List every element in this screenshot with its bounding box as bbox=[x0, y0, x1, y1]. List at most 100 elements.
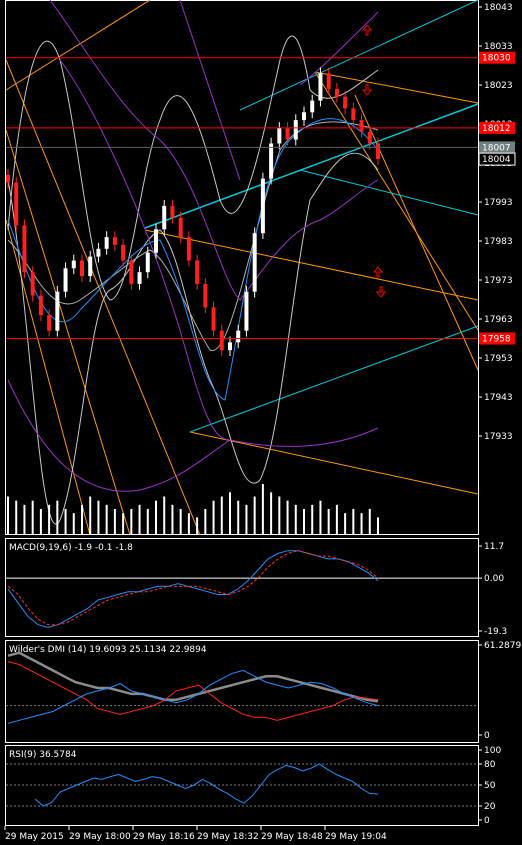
fan-line bbox=[5, 219, 91, 536]
time-tick-label: 29 May 19:04 bbox=[325, 832, 387, 842]
candle-body bbox=[170, 205, 175, 218]
price-tag-label: 18012 bbox=[482, 124, 511, 134]
candle-body bbox=[269, 143, 274, 179]
candle-body bbox=[47, 315, 52, 331]
candle-body bbox=[55, 291, 60, 331]
volume-bar bbox=[377, 517, 379, 534]
volume-bar bbox=[15, 500, 18, 534]
volume-bar bbox=[23, 504, 26, 534]
rsi-line bbox=[34, 763, 379, 807]
candle-body bbox=[71, 260, 76, 269]
adx-line bbox=[7, 651, 379, 703]
horizontal-levels bbox=[6, 57, 478, 339]
scale-label: -19.3 bbox=[484, 627, 507, 637]
price-tag-label: 18030 bbox=[482, 54, 511, 64]
candle-body bbox=[22, 225, 27, 273]
volume-bar bbox=[278, 496, 281, 534]
candle-body bbox=[203, 283, 208, 308]
signal-arrows bbox=[361, 24, 387, 298]
scale-label: 0.00 bbox=[484, 574, 504, 584]
candle-body bbox=[302, 112, 306, 121]
volume-bar bbox=[286, 500, 289, 534]
ma-slow-2 bbox=[59, 59, 379, 447]
candle-body bbox=[14, 182, 19, 226]
volume-bar bbox=[81, 504, 83, 534]
price-tick-label: 17943 bbox=[484, 393, 513, 403]
candle-body bbox=[334, 88, 339, 97]
price-tag bbox=[479, 121, 515, 134]
candle-body bbox=[96, 248, 101, 257]
indicator-scales: 11.7 0.00 -19.3 61.2879 0 100 80 50 20 0 bbox=[478, 542, 521, 826]
price-axis: 1804318033180231801318003179931798317973… bbox=[478, 3, 513, 442]
candle-body bbox=[112, 237, 117, 245]
volume-bars bbox=[7, 484, 379, 534]
volume-bar bbox=[229, 492, 231, 534]
candlesticks bbox=[6, 67, 380, 357]
time-tick-label: 29 May 2015 bbox=[5, 832, 64, 842]
volume-bar bbox=[72, 513, 75, 534]
price-tag-label: 18004 bbox=[482, 155, 511, 165]
volume-bar bbox=[138, 504, 141, 534]
ma-slow-4 bbox=[299, 11, 379, 86]
candle-body bbox=[367, 131, 372, 144]
candle-body bbox=[277, 127, 282, 144]
scale-label: 20 bbox=[484, 802, 496, 812]
channel-line bbox=[354, 94, 479, 371]
dmi-panel bbox=[5, 640, 479, 743]
volume-bar bbox=[352, 509, 355, 534]
candle-body bbox=[310, 100, 315, 113]
volume-bar bbox=[319, 500, 322, 534]
candle-body bbox=[121, 244, 126, 261]
scale-label: 0 bbox=[484, 731, 490, 741]
volume-bar bbox=[163, 496, 166, 534]
volume-bar bbox=[294, 504, 297, 534]
fan-line bbox=[5, 59, 201, 536]
time-tick-label: 29 May 18:16 bbox=[133, 832, 195, 842]
candle-body bbox=[137, 272, 142, 284]
volume-bar bbox=[171, 504, 174, 534]
candle-body bbox=[293, 120, 298, 140]
candle-body bbox=[376, 143, 380, 160]
price-tag bbox=[479, 141, 515, 154]
candle-body bbox=[129, 260, 134, 284]
price-tick-label: 17983 bbox=[484, 237, 513, 247]
channel-line bbox=[299, 169, 479, 216]
scale-label: 100 bbox=[484, 746, 501, 756]
scale-label: 61.2879 bbox=[484, 641, 521, 651]
dmi-label: Wilder's DMI (14) 19.6093 25.1134 22.989… bbox=[9, 645, 207, 655]
arrow-down-icon bbox=[361, 84, 373, 96]
candle-body bbox=[228, 342, 232, 351]
fan-line bbox=[5, 129, 131, 536]
rsi-label: RSI(9) 36.5784 bbox=[9, 750, 77, 760]
macd-main-line bbox=[7, 550, 379, 628]
ma-slow bbox=[49, 0, 379, 301]
rsi-lines bbox=[6, 763, 478, 807]
candle-body bbox=[154, 229, 158, 253]
candle-body bbox=[63, 268, 68, 292]
channel-line bbox=[239, 0, 479, 111]
candle-body bbox=[359, 120, 364, 132]
candle-body bbox=[211, 307, 216, 331]
volume-bar bbox=[31, 500, 34, 534]
macd-panel bbox=[5, 538, 479, 637]
volume-bar bbox=[253, 496, 256, 534]
candle-body bbox=[38, 295, 43, 316]
volume-bar bbox=[220, 496, 223, 534]
fan-line bbox=[5, 0, 151, 91]
volume-bar bbox=[327, 509, 330, 534]
candle-body bbox=[244, 291, 249, 331]
candle-body bbox=[326, 73, 331, 89]
channel-line bbox=[314, 71, 479, 104]
price-tick-label: 17993 bbox=[484, 198, 513, 208]
arrow-up-icon bbox=[372, 266, 384, 278]
candle-body bbox=[30, 272, 35, 296]
volume-bar bbox=[155, 500, 157, 534]
candle-body bbox=[285, 127, 290, 140]
price-tick-label: 17933 bbox=[484, 432, 513, 442]
candle-body bbox=[104, 237, 109, 249]
candle-body bbox=[343, 96, 348, 109]
volume-bar bbox=[48, 504, 51, 534]
volume-bar bbox=[105, 504, 108, 534]
volume-bar bbox=[368, 509, 371, 534]
